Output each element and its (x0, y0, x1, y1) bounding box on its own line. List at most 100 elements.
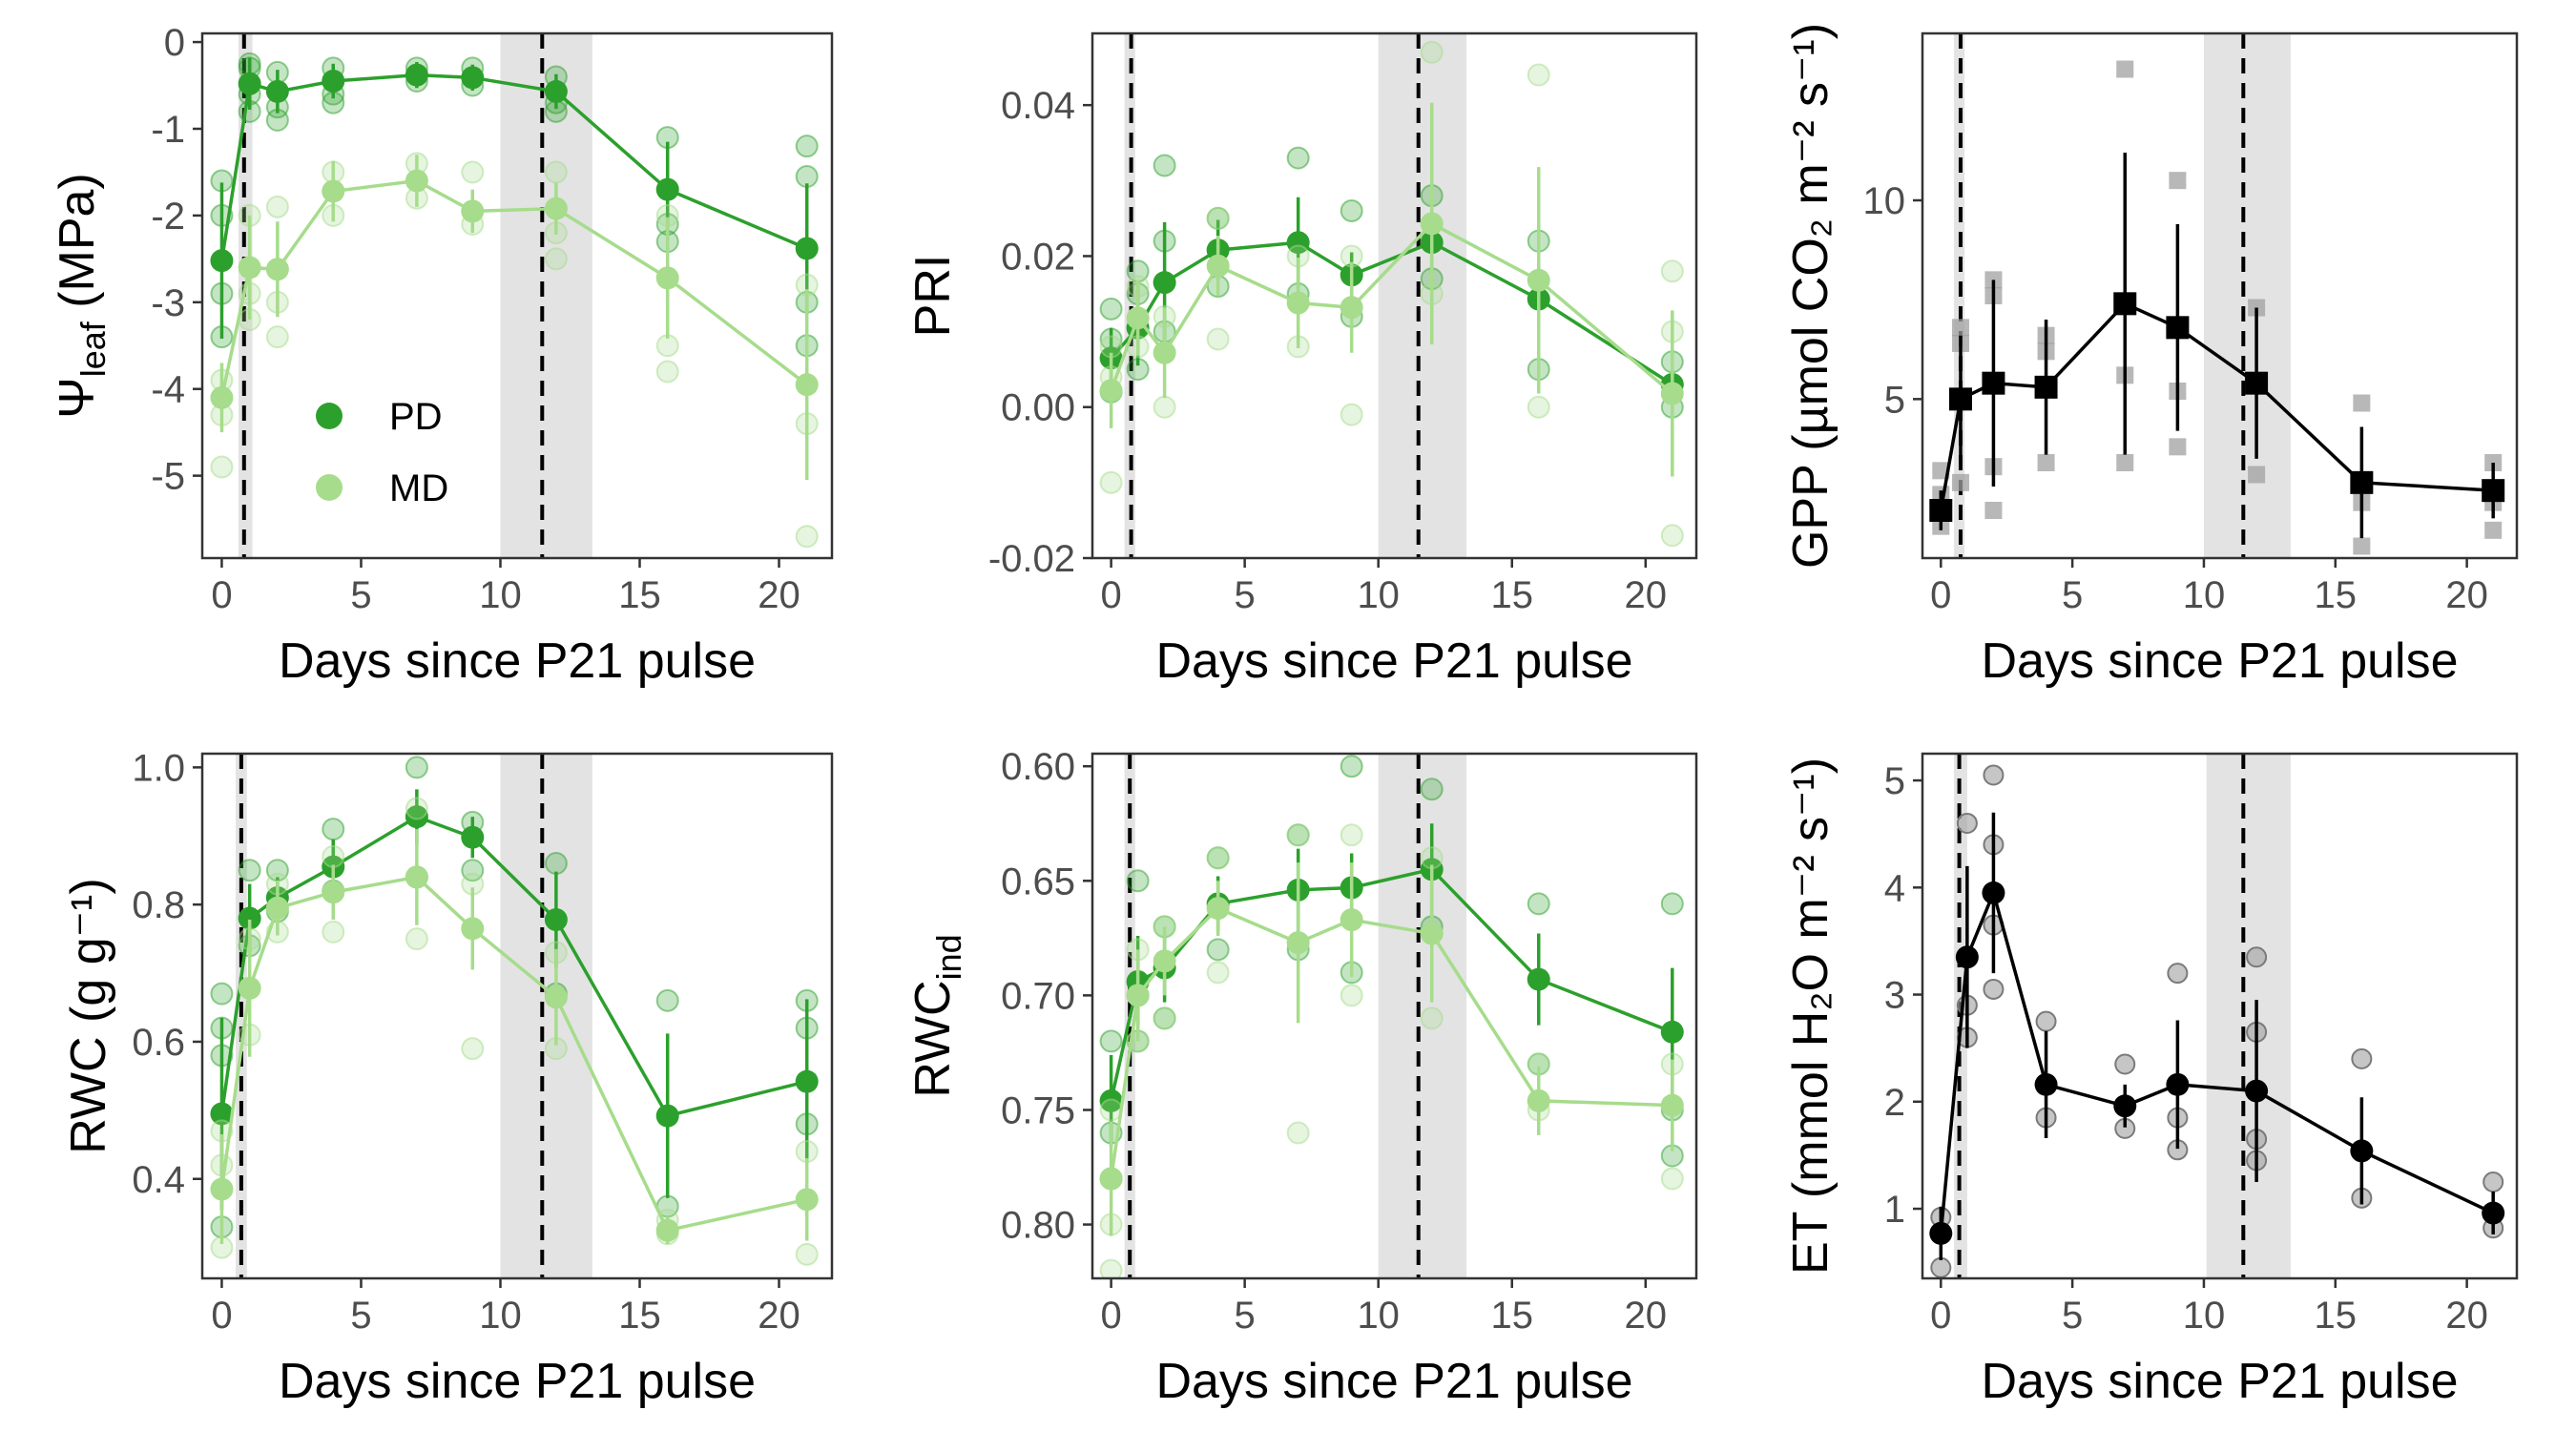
y-axis-label-base: RWC (g g⁻¹) (61, 878, 116, 1153)
raw-point-pd (322, 818, 345, 841)
x-tick-label: 20 (758, 574, 800, 616)
y-tick-label: 0.00 (1001, 387, 1075, 429)
mean-point-md (405, 865, 428, 889)
mean-point-md (1527, 268, 1550, 292)
mean-point-md (238, 256, 261, 280)
raw-point (2353, 394, 2371, 412)
raw-point-md (795, 525, 819, 549)
y-axis-label: GPP (µmol CO₂ m⁻² s⁻¹) (1783, 23, 1839, 569)
raw-point-pd (1206, 938, 1230, 962)
panel-rwc: 0 5 10 15 20 1.0 0.8 0.6 0.4 Days since P21 pulse… (61, 747, 834, 1409)
raw-point (1930, 1256, 1952, 1278)
mean-point-md (1153, 949, 1176, 973)
mean-point-pd (1660, 1020, 1684, 1044)
y-tick-label: 1 (1884, 1189, 1905, 1231)
raw-point (2169, 438, 2187, 456)
x-tick-label: 5 (1235, 574, 1256, 616)
raw-point-md (1206, 327, 1230, 351)
legend-label-md: MD (389, 467, 448, 509)
x-axis-label: Days since P21 pulse (279, 633, 756, 689)
mean-point-md (1340, 296, 1363, 320)
raw-point-pd (1340, 755, 1363, 778)
x-tick-label: 0 (1930, 574, 1951, 616)
raw-point-pd (1286, 146, 1310, 170)
y-tick-label: 3 (1884, 975, 1905, 1017)
mean-point-md (1153, 341, 1176, 364)
raw-point (2248, 466, 2266, 484)
raw-point-md (1420, 40, 1444, 64)
mean-point-md (1660, 1093, 1684, 1117)
mean-point-pd (544, 907, 568, 931)
y-axis-label: RWCind (905, 934, 968, 1097)
raw-point-md (1099, 470, 1123, 494)
x-tick-label: 10 (479, 1295, 522, 1337)
raw-point (2035, 1010, 2057, 1032)
y-tick-label: 0.8 (132, 884, 185, 926)
plot-border (1921, 752, 2519, 1280)
x-tick-label: 0 (211, 574, 232, 616)
mean-point-md (210, 1177, 234, 1201)
mean-point-md (238, 976, 261, 1000)
mean-point-md (1527, 1089, 1550, 1112)
raw-point-pd (795, 135, 819, 158)
y-tick-label: 0.70 (1001, 975, 1075, 1017)
raw-point-pd (405, 756, 428, 779)
raw-point-md (1286, 1121, 1310, 1145)
plot-border (1091, 31, 1698, 560)
raw-point (2483, 1171, 2504, 1192)
x-tick-label: 5 (1235, 1295, 1256, 1337)
mean-point-pd (461, 66, 485, 90)
raw-point-pd (1527, 892, 1550, 916)
y-axis-label-base: Ψ (50, 377, 105, 418)
raw-point-pd (1099, 1029, 1123, 1053)
mean-point-md (1099, 1167, 1123, 1191)
y-tick-label: 0 (164, 22, 185, 64)
mean-point-et (1929, 1221, 1953, 1245)
raw-point (2484, 521, 2503, 539)
mean-point-pd (1527, 967, 1550, 991)
y-tick-label: 0.60 (1001, 746, 1075, 788)
y-tick-label: 2 (1884, 1082, 1905, 1124)
mean-point-md (1206, 897, 1230, 921)
mean-point-md (544, 197, 568, 220)
mean-point-pd (795, 1069, 819, 1093)
raw-point-md (795, 1242, 819, 1266)
raw-point-md (1340, 403, 1363, 426)
raw-point (1984, 502, 2003, 519)
shade-band (500, 754, 592, 1278)
mean-point (2350, 470, 2374, 494)
mean-point-md (1420, 212, 1444, 236)
x-tick-label: 15 (618, 574, 661, 616)
mean-point-md (1660, 382, 1684, 405)
y-tick-label: 4 (1884, 867, 1905, 909)
mean-point-pd (544, 79, 568, 103)
raw-point-pd (1099, 297, 1123, 321)
mean-point-et (2166, 1072, 2190, 1096)
y-tick-label: -5 (151, 456, 185, 498)
raw-point-md (405, 797, 428, 820)
mean-point-pd (322, 70, 345, 93)
x-tick-label: 0 (1930, 1295, 1951, 1337)
mean-point-pd (210, 1102, 234, 1126)
raw-point (2116, 454, 2134, 471)
mean-point (2034, 375, 2058, 399)
x-tick-label: 20 (758, 1295, 800, 1337)
plot-area (1929, 33, 2505, 558)
mean-point (2166, 316, 2190, 340)
y-axis-label: PRI (905, 255, 961, 338)
raw-point-md (544, 160, 568, 184)
x-axis-label: Days since P21 pulse (1155, 633, 1632, 689)
raw-point (1956, 812, 1978, 834)
mean-point-md (1420, 922, 1444, 945)
raw-point (2167, 963, 2189, 985)
mean-point-md (795, 1188, 819, 1212)
plot-area (210, 754, 819, 1278)
raw-point-md (544, 247, 568, 271)
mean-point-md (1126, 984, 1150, 1007)
x-axis-label: Days since P21 pulse (1981, 1354, 2458, 1409)
mean-point (2113, 292, 2137, 316)
raw-point-pd (1660, 892, 1684, 916)
raw-point (2114, 1053, 2136, 1075)
raw-point-md (1340, 984, 1363, 1007)
y-tick-label: -0.02 (988, 538, 1075, 580)
